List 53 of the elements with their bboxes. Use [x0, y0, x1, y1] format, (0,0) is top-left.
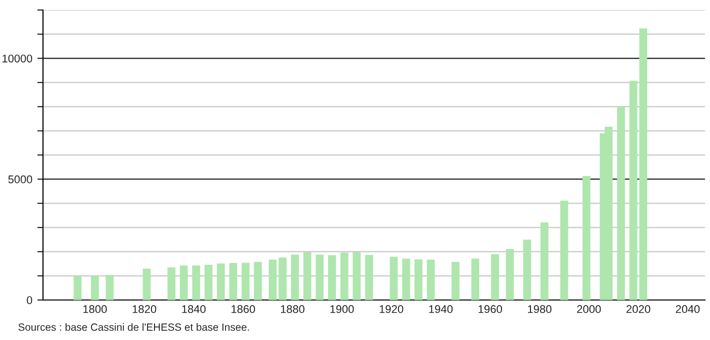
bar	[74, 276, 82, 300]
bar	[402, 258, 410, 300]
bar	[242, 262, 250, 300]
bar	[180, 265, 188, 300]
x-tick-label: 1900	[330, 305, 354, 314]
bar	[328, 255, 336, 300]
x-tick-label: 1960	[478, 305, 502, 314]
x-tick-label: 2000	[577, 305, 601, 314]
bar	[340, 252, 348, 300]
x-tick-label: 1840	[182, 305, 206, 314]
bar	[167, 267, 176, 300]
bar	[142, 268, 151, 300]
bar	[639, 28, 648, 300]
x-tick-label: 1880	[280, 305, 304, 314]
bar	[229, 263, 238, 300]
bar	[291, 254, 299, 300]
bar	[204, 264, 212, 300]
bar	[540, 222, 548, 300]
x-tick-label: 1980	[528, 305, 552, 314]
bar	[106, 274, 114, 300]
bar	[303, 252, 312, 300]
y-tick-label: 5000	[8, 175, 32, 184]
bar	[560, 200, 568, 300]
bar	[365, 255, 374, 300]
x-tick-label: 2020	[626, 305, 650, 314]
bar	[414, 259, 422, 300]
y-tick-label: 10000	[2, 54, 32, 62]
x-tick-label: 2040	[676, 305, 700, 314]
bar	[506, 249, 514, 300]
bar	[582, 176, 590, 300]
y-tick-label: 0	[26, 296, 32, 304]
bar	[390, 256, 398, 300]
x-tick-label: 1860	[232, 305, 256, 314]
bar	[254, 262, 262, 300]
x-tick-label: 1800	[83, 305, 107, 314]
bar	[352, 252, 361, 300]
x-tick-label: 1940	[429, 305, 453, 314]
bar	[452, 262, 460, 300]
bar	[471, 258, 480, 300]
source-note: Sources : base Cassini de l'EHESS et base Insee.	[18, 323, 249, 331]
bar	[278, 257, 287, 300]
bar	[491, 254, 499, 300]
bar	[316, 254, 324, 300]
x-tick-label: 1920	[380, 305, 404, 314]
bar	[216, 264, 225, 300]
x-tick-label: 1820	[132, 305, 156, 314]
bar	[523, 240, 532, 300]
bar	[192, 265, 200, 300]
bar	[629, 80, 638, 300]
bar	[268, 260, 277, 300]
bar	[90, 276, 99, 300]
bar	[617, 106, 625, 300]
bar	[426, 260, 435, 300]
